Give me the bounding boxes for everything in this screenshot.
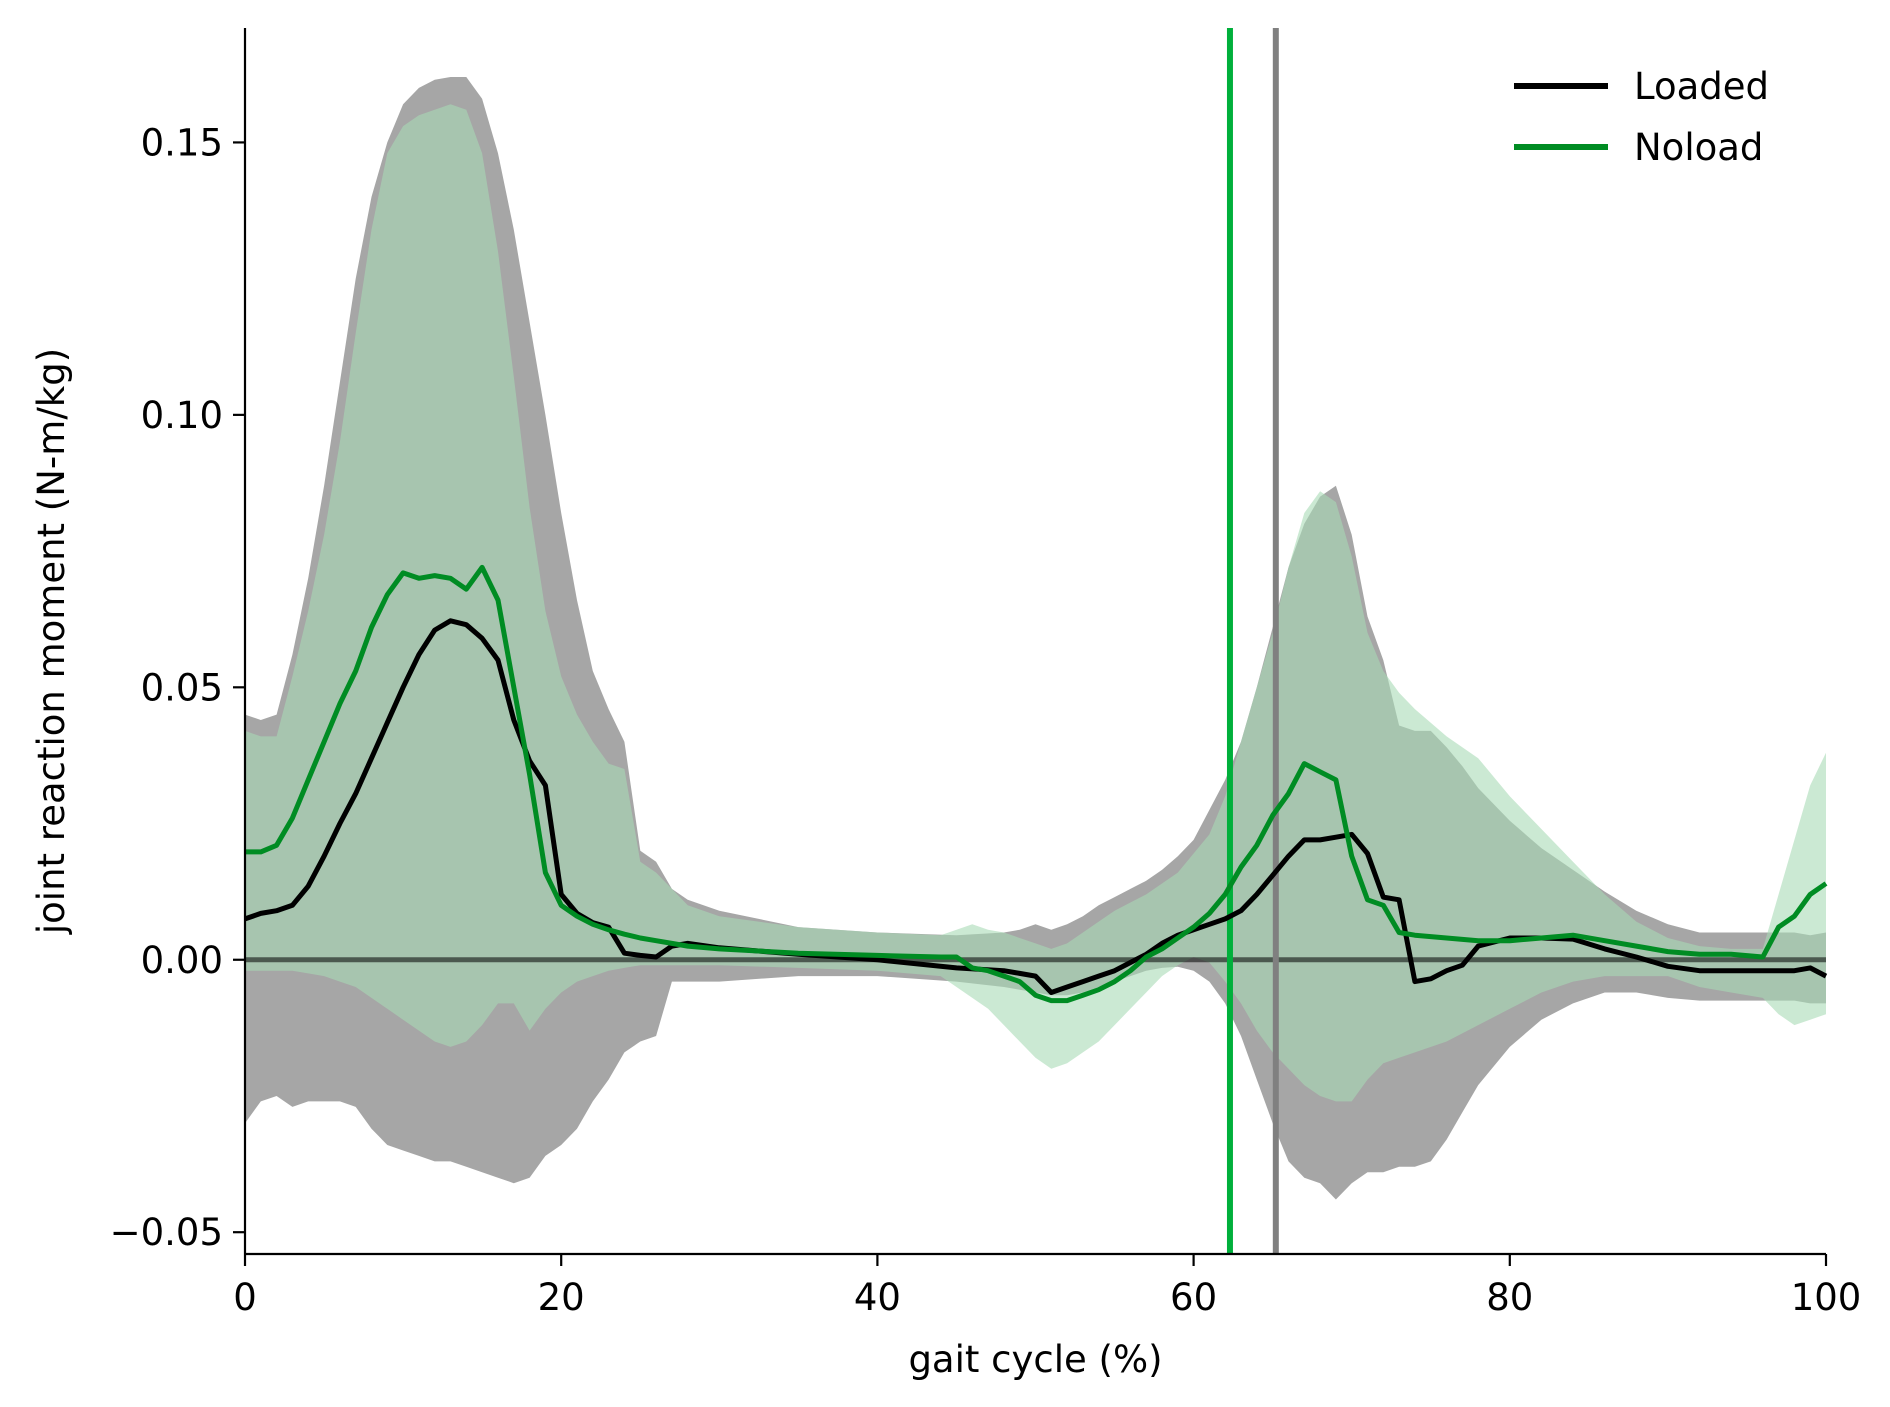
line-loaded	[244, 618, 1828, 995]
y-tick-label: 0.10	[141, 394, 223, 437]
x-tick-label: 0	[233, 1276, 257, 1319]
y-tick-label: 0.00	[141, 939, 223, 982]
legend-label-noload: Noload	[1634, 126, 1763, 169]
series-lines	[244, 564, 1828, 1004]
y-tick-label: −0.05	[110, 1211, 223, 1254]
band-noload	[245, 104, 1826, 1102]
legend: Loaded Noload	[1514, 65, 1769, 169]
x-tick-label: 20	[538, 1276, 585, 1319]
x-tick-label: 60	[1170, 1276, 1217, 1319]
y-ticks: −0.05 0.00 0.05 0.10 0.15	[110, 121, 245, 1254]
x-tick-label: 80	[1486, 1276, 1533, 1319]
x-ticks: 0 20 40 60 80 100	[233, 1254, 1861, 1319]
y-tick-label: 0.15	[141, 121, 223, 164]
y-tick-label: 0.05	[141, 666, 223, 709]
x-tick-label: 100	[1791, 1276, 1862, 1319]
reference-lines	[245, 28, 1826, 1254]
axes: 0 20 40 60 80 100 −0.05 0.00 0.05 0.10 0.15 gait …	[30, 28, 1861, 1381]
x-axis-label: gait cycle (%)	[908, 1338, 1162, 1381]
confidence-bands	[245, 77, 1826, 1200]
y-axis-label: joint reaction moment (N-m/kg)	[30, 348, 73, 935]
x-tick-label: 40	[854, 1276, 901, 1319]
line-noload	[245, 564, 1828, 1004]
legend-label-loaded: Loaded	[1634, 65, 1769, 108]
plot-area	[244, 28, 1828, 1254]
